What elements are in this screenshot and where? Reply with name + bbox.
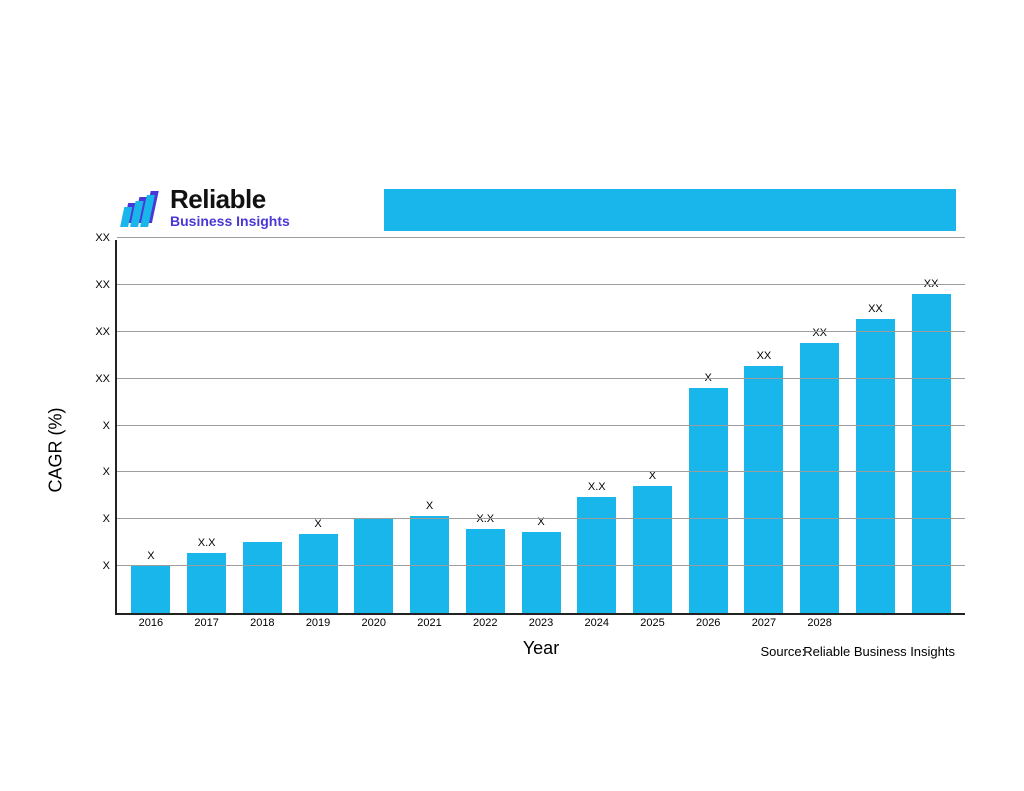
y-axis-label: CAGR (%) [46, 408, 67, 493]
cagr-bar-chart: CAGR (%) X2016X.X20172018X20192020X2021X… [60, 240, 970, 660]
bar-slot: X.X2017 [179, 240, 235, 613]
x-tick-label: 2018 [250, 617, 274, 629]
logo-text: Reliable Business Insights [170, 186, 290, 228]
gridline [117, 471, 965, 472]
bar-rect [522, 532, 561, 613]
gridline [117, 378, 965, 379]
plot-area: X2016X.X20172018X20192020X2021X.X2022X20… [115, 240, 965, 615]
bar-rect [689, 388, 728, 613]
bar-rect [243, 542, 282, 613]
logo-line1: Reliable [170, 186, 290, 212]
bar-rect [577, 497, 616, 613]
page: Reliable Business Insights CAGR (%) X201… [0, 0, 1024, 791]
bar-slot: XX2027 [736, 240, 792, 613]
x-tick-label: 2020 [362, 617, 386, 629]
bar-value-label: X [314, 518, 321, 530]
x-tick-label: 2028 [807, 617, 831, 629]
x-tick-label: 2021 [417, 617, 441, 629]
y-tick-label: X [82, 466, 110, 478]
x-tick-label: 2024 [584, 617, 608, 629]
y-tick-label: XX [82, 326, 110, 338]
bar-slot: X2016 [123, 240, 179, 613]
bar-value-label: X.X [198, 537, 216, 549]
bar-slot: X2026 [680, 240, 736, 613]
x-tick-label: 2016 [139, 617, 163, 629]
bars-container: X2016X.X20172018X20192020X2021X.X2022X20… [117, 240, 965, 613]
x-tick-label: 2017 [194, 617, 218, 629]
y-tick-label: X [82, 560, 110, 572]
bar-rect [800, 343, 839, 613]
gridline [117, 284, 965, 285]
gridline [117, 425, 965, 426]
x-tick-label: 2026 [696, 617, 720, 629]
bar-value-label: XX [868, 303, 883, 315]
y-tick-label: XX [82, 279, 110, 291]
bar-value-label: X.X [588, 481, 606, 493]
x-tick-label: 2023 [529, 617, 553, 629]
source-attribution: Source:Reliable Business Insights [760, 644, 955, 659]
y-tick-label: X [82, 420, 110, 432]
bar-rect [131, 566, 170, 613]
logo-line2: Business Insights [170, 214, 290, 228]
y-tick-label: X [82, 513, 110, 525]
logo-mark-icon [120, 185, 164, 229]
bar-value-label: XX [757, 350, 772, 362]
bar-rect [354, 519, 393, 613]
bar-rect [744, 366, 783, 614]
x-tick-label: 2022 [473, 617, 497, 629]
bar-rect [299, 534, 338, 613]
bar-value-label: X [147, 550, 154, 562]
x-tick-label: 2019 [306, 617, 330, 629]
bar-slot: X2025 [625, 240, 681, 613]
x-tick-label: 2027 [752, 617, 776, 629]
bar-slot: X2019 [290, 240, 346, 613]
bar-slot: XX [848, 240, 904, 613]
bar-slot: X2021 [402, 240, 458, 613]
gridline [117, 565, 965, 566]
bar-rect [856, 319, 895, 613]
bar-value-label: X [426, 500, 433, 512]
source-text: Reliable Business Insights [803, 644, 955, 659]
bar-slot: 2020 [346, 240, 402, 613]
title-banner [384, 189, 956, 231]
gridline [117, 237, 965, 238]
y-tick-label: XX [82, 232, 110, 244]
bar-slot: XX [903, 240, 959, 613]
bar-slot: 2018 [234, 240, 290, 613]
bar-rect [466, 529, 505, 613]
x-tick-label: 2025 [640, 617, 664, 629]
bar-rect [187, 553, 226, 613]
x-axis-label: Year [523, 638, 559, 659]
brand-logo: Reliable Business Insights [120, 185, 290, 229]
bar-slot: X.X2024 [569, 240, 625, 613]
bar-slot: XX2028 [792, 240, 848, 613]
bar-rect [633, 486, 672, 614]
bar-slot: X.X2022 [457, 240, 513, 613]
gridline [117, 331, 965, 332]
bar-slot: X2023 [513, 240, 569, 613]
source-prefix: Source: [760, 644, 805, 659]
gridline [117, 518, 965, 519]
y-tick-label: XX [82, 373, 110, 385]
bar-value-label: XX [812, 327, 827, 339]
